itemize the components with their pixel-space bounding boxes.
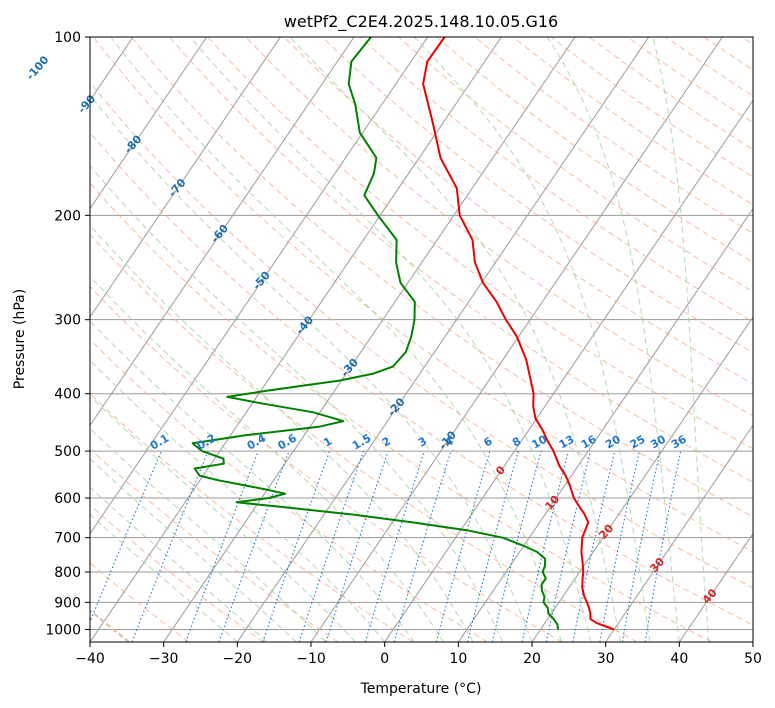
axis-ticks: −40 −30 −20 −10 0 10 20 30 40 50 100 200 300 400 500 60…	[45, 30, 762, 667]
y-tick-label: 700	[54, 531, 81, 547]
dry-adiabat-lines	[90, 37, 753, 642]
moist-adiabat-lines	[90, 37, 710, 642]
dry-adiabat	[359, 37, 753, 323]
moist-adiabat	[110, 37, 562, 642]
y-tick-label: 600	[54, 491, 81, 507]
x-tick-label: −20	[223, 651, 253, 667]
x-axis-label: Temperature (°C)	[360, 681, 482, 697]
isotherm-line	[678, 532, 753, 642]
isotherm-line	[163, 37, 576, 642]
dry-adiabat	[283, 37, 753, 385]
mixing-ratio-line	[545, 450, 592, 642]
moist-adiabat	[90, 513, 238, 642]
isotherm-line	[90, 37, 208, 210]
moist-adiabat	[289, 37, 621, 642]
mixing-ratio-line	[131, 450, 209, 642]
temperature-profile	[422, 37, 615, 631]
isotherm-line	[605, 424, 753, 642]
moist-adiabat	[546, 37, 680, 642]
moist-adiabat	[90, 359, 386, 642]
chart-title: wetPf2_C2E4.2025.148.10.05.G16	[284, 12, 558, 32]
y-tick-label: 900	[54, 595, 81, 611]
mixing-ratio-line	[364, 450, 425, 642]
x-tick-label: 10	[449, 651, 467, 667]
x-tick-label: 30	[597, 651, 615, 667]
dry-adiabat	[90, 285, 563, 642]
y-tick-label: 200	[54, 208, 81, 224]
moist-adiabat	[90, 486, 268, 642]
y-tick-label: 100	[54, 30, 81, 46]
sounding-profiles	[191, 37, 615, 631]
pressure-gridlines	[90, 37, 753, 630]
mixing-ratio-line	[90, 450, 162, 624]
mixing-ratio-line	[298, 450, 364, 642]
moist-adiabat	[90, 458, 297, 642]
mixing-ratio-line	[572, 450, 616, 642]
mixing-ratio-line	[466, 450, 519, 642]
dry-adiabat	[90, 504, 264, 642]
moist-adiabat	[413, 37, 651, 642]
moist-adiabat	[90, 427, 327, 642]
moist-adiabat	[189, 37, 592, 642]
moist-adiabat	[90, 94, 533, 642]
mixing-ratio-line	[521, 450, 569, 642]
x-tick-label: −40	[75, 651, 105, 667]
dry-adiabat	[90, 233, 638, 642]
isotherm-line	[90, 37, 429, 535]
y-axis-label: Pressure (hPa)	[12, 289, 28, 389]
x-tick-label: −10	[296, 651, 326, 667]
mixing-ratio-line	[393, 450, 452, 642]
dry-adiabat	[92, 37, 753, 553]
dry-adiabat	[90, 182, 712, 642]
dry-adiabat	[321, 37, 753, 354]
moist-adiabat	[90, 275, 445, 642]
y-tick-label: 400	[54, 387, 81, 403]
y-tick-label: 500	[54, 444, 81, 460]
y-tick-label: 300	[54, 313, 81, 329]
x-tick-label: 40	[670, 651, 688, 667]
dry-adiabat	[169, 37, 753, 483]
mixing-ratio-line	[262, 450, 331, 642]
isotherm-line	[90, 37, 281, 318]
x-tick-label: 50	[744, 651, 762, 667]
y-tick-label: 800	[54, 565, 81, 581]
mixing-ratio-line	[435, 450, 491, 642]
isotherm-line	[90, 37, 502, 642]
moist-adiabat	[90, 320, 415, 642]
moist-adiabat	[90, 224, 474, 642]
isotherm-lines	[90, 37, 753, 642]
mixing-ratio-line	[325, 450, 389, 642]
mixing-ratio-line	[491, 450, 542, 642]
dry-adiabat	[131, 37, 753, 518]
moist-adiabat	[652, 37, 710, 642]
isotherm-line	[531, 316, 753, 642]
isotherm-line	[90, 37, 355, 427]
x-tick-label: 0	[380, 651, 389, 667]
isotherm-line	[457, 207, 753, 642]
dewpoint-profile	[191, 37, 560, 630]
dry-adiabat	[90, 81, 753, 589]
y-tick-label: 1000	[45, 622, 81, 638]
mixing-ratio-lines	[90, 450, 682, 642]
isotherm-line	[236, 37, 650, 642]
isotherm-line	[384, 99, 753, 642]
x-tick-label: −30	[149, 651, 179, 667]
dry-adiabat	[90, 131, 753, 626]
mixing-ratio-line	[218, 450, 290, 642]
mixing-ratio-line	[185, 450, 259, 642]
plot-frame	[89, 36, 754, 643]
x-tick-label: 20	[523, 651, 541, 667]
moist-adiabat	[90, 165, 503, 642]
